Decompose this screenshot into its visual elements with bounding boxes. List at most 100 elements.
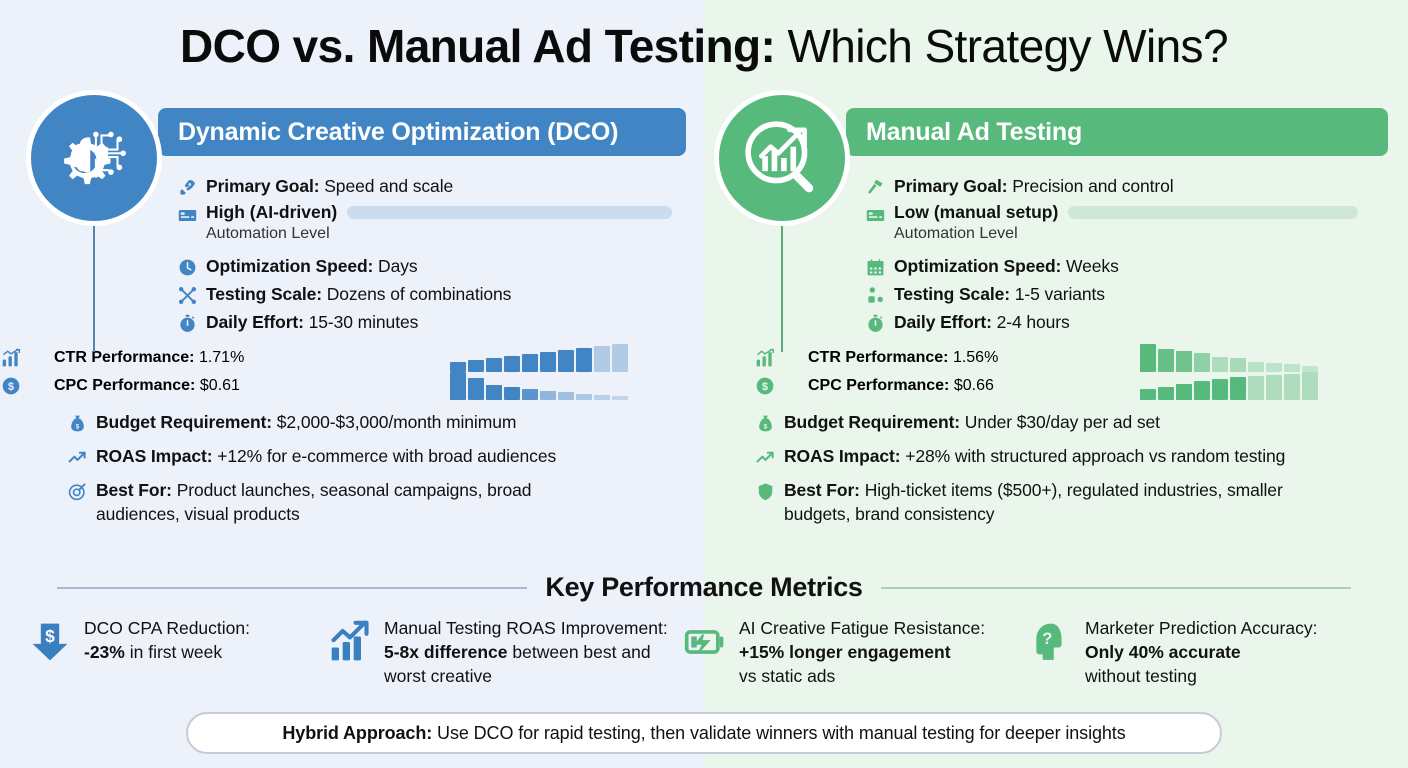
page-title-strong: DCO vs. Manual Ad Testing:	[180, 20, 776, 72]
spark-bar	[450, 372, 466, 400]
page-title: DCO vs. Manual Ad Testing: Which Strateg…	[0, 16, 1408, 76]
row-primary-goal: Primary Goal: Precision and control	[704, 172, 1408, 200]
svg-text:$: $	[763, 423, 767, 430]
spark-bar	[522, 389, 538, 400]
column-manual: Manual Ad Testing Primary Goal: Precisio…	[704, 90, 1408, 570]
ctr-sparkline	[1140, 344, 1318, 372]
ctr-label: CTR Performance:	[808, 349, 949, 366]
row-optimization-speed: Optimization Speed: Weeks	[704, 252, 1408, 280]
trend-up-icon	[66, 446, 88, 468]
optimization-speed-label: Optimization Speed:	[206, 256, 374, 276]
stopwatch-icon	[864, 312, 886, 334]
spark-bar	[612, 395, 628, 400]
connector-line-left	[93, 222, 95, 352]
spark-bar	[486, 358, 502, 372]
cpc-value: $0.61	[199, 377, 240, 394]
row-best-for: Best For: High-ticket items ($500+), reg…	[704, 476, 1408, 528]
spark-bar	[468, 378, 484, 400]
ctr-label: CTR Performance:	[54, 349, 195, 366]
automation-progress-bar	[1068, 206, 1359, 219]
roas-value: +28% with structured approach vs random …	[905, 446, 1286, 466]
automation-sub-label: Automation Level	[894, 225, 1018, 242]
cpc-value: $0.66	[953, 377, 994, 394]
manual-rows: Primary Goal: Precision and control Low …	[704, 172, 1408, 528]
calendar-icon	[864, 256, 886, 278]
key-metrics-header: Key Performance Metrics	[0, 572, 1408, 603]
key-metric-caption: Manual Testing ROAS Improvement:	[384, 618, 668, 638]
row-automation-level: High (AI-driven) Automation Level	[0, 200, 704, 246]
automation-card-icon	[864, 204, 886, 226]
spark-bar	[1302, 372, 1318, 400]
variants-icon	[864, 284, 886, 306]
battery-charge-icon	[681, 618, 729, 666]
roas-value: +12% for e-commerce with broad audiences	[217, 446, 557, 466]
spark-bar	[1194, 381, 1210, 400]
spark-bar	[1266, 375, 1282, 400]
row-cpc-performance: $ $ CPC Performance: $0.66	[704, 372, 1408, 409]
spark-bar	[1284, 363, 1300, 372]
bar-chart-icon	[754, 347, 776, 369]
spark-bar	[1212, 379, 1228, 400]
best-for-value: Product launches, seasonal campaigns, br…	[96, 480, 532, 524]
spark-bar	[1158, 348, 1174, 372]
daily-effort-label: Daily Effort:	[894, 312, 992, 332]
best-for-label: Best For:	[96, 480, 172, 500]
hybrid-label: Hybrid Approach:	[282, 722, 433, 743]
testing-scale-value: Dozens of combinations	[326, 284, 512, 304]
key-metric-caption: DCO CPA Reduction:	[84, 618, 250, 638]
cpc-sparkline	[450, 372, 628, 400]
cpc-label: CPC Performance:	[808, 377, 950, 394]
down-arrow-dollar-icon: $	[26, 618, 74, 666]
spark-bar	[450, 362, 466, 372]
spark-bar	[1194, 353, 1210, 372]
manual-banner: Manual Ad Testing	[846, 108, 1388, 156]
spark-bar	[1140, 344, 1156, 372]
key-metric-tail: vs static ads	[739, 666, 836, 686]
row-roas-impact: ROAS Impact: +28% with structured approa…	[704, 442, 1408, 470]
manual-badge	[714, 90, 850, 226]
row-budget-requirement: $ Budget Requirement: $2,000-$3,000/mont…	[0, 408, 704, 436]
best-for-label: Best For:	[784, 480, 860, 500]
spark-bar	[576, 393, 592, 400]
roas-label: ROAS Impact:	[96, 446, 213, 466]
spark-bar	[1266, 362, 1282, 372]
spark-bar	[1248, 361, 1264, 372]
column-dco: Dynamic Creative Optimization (DCO) Prim…	[0, 90, 704, 570]
key-metric-tail: in first week	[124, 642, 223, 662]
automation-sub-label: Automation Level	[206, 225, 330, 242]
spark-bar	[504, 387, 520, 400]
divider-left	[57, 586, 528, 589]
key-metric-tail: between best and worst creative	[384, 642, 651, 686]
magnifier-chart-icon	[735, 111, 829, 205]
spark-bar	[1302, 366, 1318, 372]
budget-label: Budget Requirement:	[96, 412, 273, 432]
spark-bar	[612, 344, 628, 372]
cpc-sparkline	[1140, 372, 1318, 400]
row-optimization-speed: Optimization Speed: Days	[0, 252, 704, 280]
spark-bar	[1140, 389, 1156, 400]
budget-value: Under $30/day per ad set	[964, 412, 1160, 432]
optimization-speed-label: Optimization Speed:	[894, 256, 1062, 276]
svg-text:$: $	[8, 381, 14, 393]
key-metric-highlight: +15% longer engagement	[739, 642, 951, 662]
key-metric-highlight: 5-8x difference	[384, 642, 508, 662]
row-testing-scale: Testing Scale: 1-5 variants	[704, 280, 1408, 308]
row-daily-effort: Daily Effort: 2-4 hours	[704, 308, 1408, 336]
key-metric-item: AI Creative Fatigue Resistance: +15% lon…	[681, 616, 1011, 688]
automation-level-label: Low (manual setup)	[894, 202, 1059, 222]
dco-rows: Primary Goal: Speed and scale High (AI-d…	[0, 172, 704, 528]
spark-bar	[1212, 356, 1228, 372]
svg-text:$: $	[762, 381, 768, 393]
dollar-circle-icon: $	[0, 375, 22, 397]
row-ctr-performance: CTR Performance: 1.71%	[0, 344, 704, 381]
rocket-icon	[176, 176, 198, 198]
spark-bar	[558, 350, 574, 372]
hybrid-value: Use DCO for rapid testing, then validate…	[432, 722, 1126, 743]
key-metrics-title: Key Performance Metrics	[545, 572, 863, 602]
svg-text:$: $	[45, 626, 55, 646]
row-automation-level: Low (manual setup) Automation Level	[704, 200, 1408, 246]
money-bag-icon: $	[754, 412, 776, 434]
key-metric-item: Manual Testing ROAS Improvement: 5-8x di…	[326, 616, 671, 688]
trend-up-icon	[754, 446, 776, 468]
row-testing-scale: Testing Scale: Dozens of combinations	[0, 280, 704, 308]
